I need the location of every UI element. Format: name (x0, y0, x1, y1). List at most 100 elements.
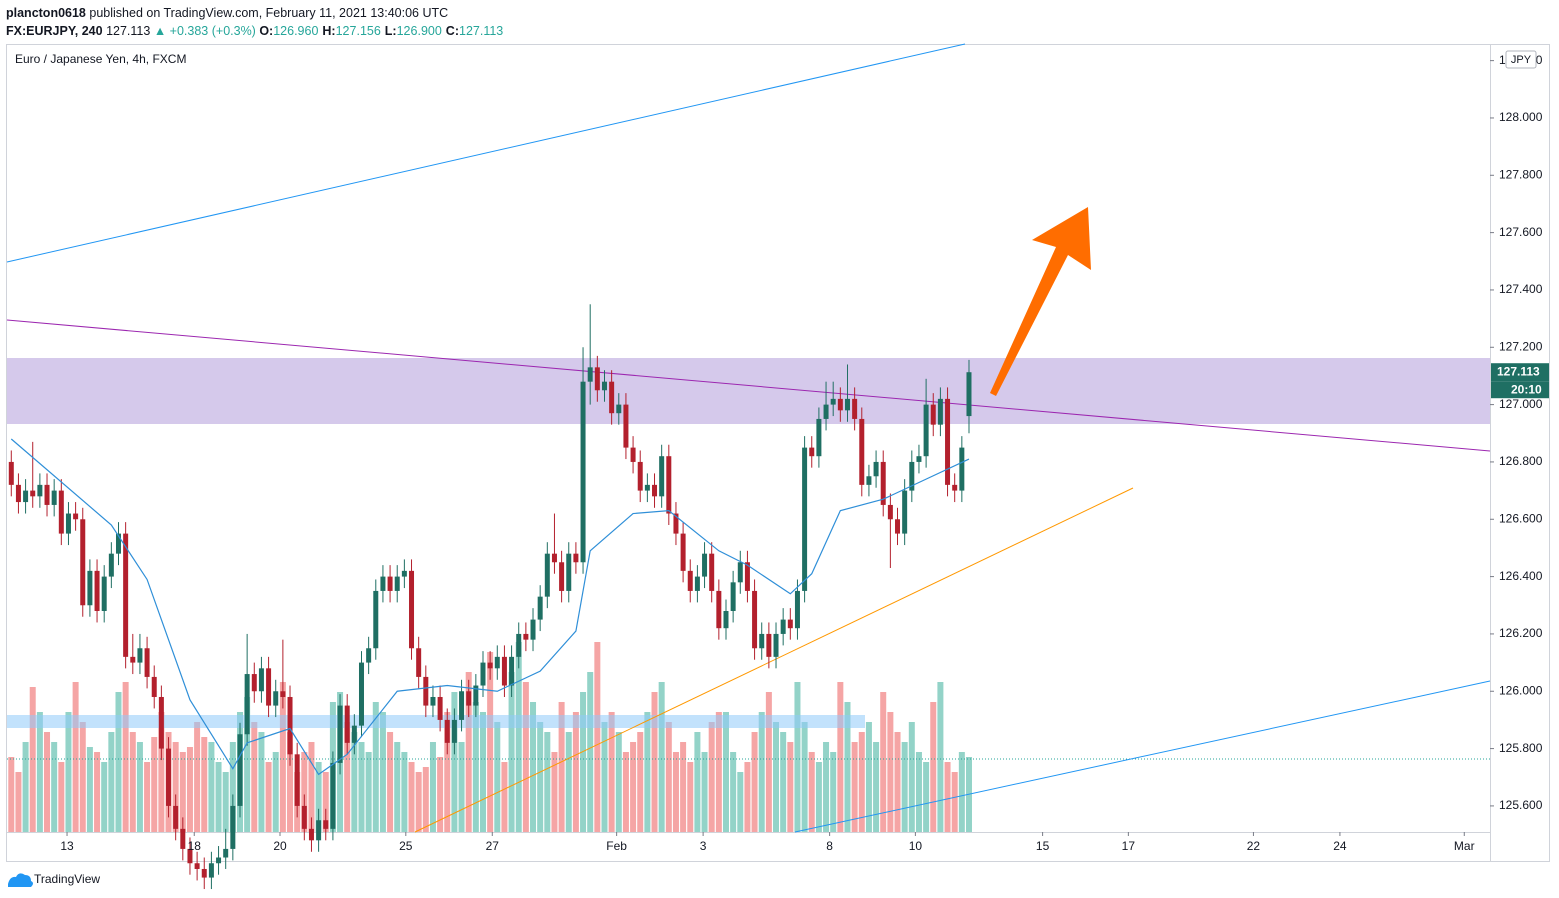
volume-bar (551, 752, 558, 832)
volume-bar (186, 747, 193, 832)
candle-body (802, 447, 808, 591)
publish-line: plancton0618 published on TradingView.co… (6, 4, 507, 22)
candle-body (87, 570, 93, 606)
ohlc-label: L: (384, 24, 397, 38)
candle-body (323, 820, 329, 829)
candle-body (780, 619, 786, 634)
volume-bar (122, 682, 129, 832)
x-tick-label: Feb (606, 839, 627, 853)
candle-body (208, 863, 214, 878)
volume-bar (494, 722, 501, 832)
candle-body (94, 570, 100, 611)
candle-body (344, 705, 350, 743)
x-tick-label: Mar (1454, 839, 1475, 853)
arrow (990, 207, 1091, 396)
candle-body (895, 519, 901, 534)
volume-bar (479, 712, 486, 832)
candle-body (787, 619, 793, 629)
candle-body (273, 691, 279, 706)
volume-bar (94, 752, 101, 832)
volume-bar (251, 722, 258, 832)
candle-body (523, 633, 529, 640)
volume-bar (615, 732, 622, 832)
x-tick-label: 3 (700, 839, 707, 853)
candle-body (287, 696, 293, 755)
change: +0.383 (+0.3%) (169, 24, 256, 38)
currency-badge (1505, 50, 1537, 69)
volume-bar (372, 702, 379, 832)
candle-body (609, 381, 615, 414)
candle-body (937, 398, 943, 425)
volume-bar (637, 732, 644, 832)
volume-bar (658, 682, 665, 832)
candle-body (437, 696, 443, 720)
candle-body (201, 868, 207, 878)
x-tick-label: 27 (486, 839, 500, 853)
y-tick-label: 126.200 (1499, 626, 1543, 640)
volume-bar (408, 762, 415, 832)
volume-bar (101, 762, 108, 832)
candle-body (466, 691, 472, 706)
candle-body (809, 447, 815, 457)
volume-bar (651, 692, 658, 832)
volume-bar (208, 742, 215, 832)
candle-body (816, 418, 822, 457)
candle-body (737, 562, 743, 583)
published: published on TradingView.com, February 1… (89, 6, 449, 20)
candle-body (566, 553, 572, 591)
candle-body (509, 656, 515, 686)
volume-bar (665, 722, 672, 832)
volume-bar (565, 732, 572, 832)
symbol: FX:EURJPY, 240 (6, 24, 103, 38)
volume-bar (365, 752, 372, 832)
candle-body (15, 484, 21, 503)
volume-bar (930, 702, 937, 832)
candle-body (151, 676, 157, 697)
candle-body (930, 404, 936, 425)
candle-body (80, 519, 86, 606)
volume-bar (429, 742, 436, 832)
volume-bar (608, 712, 615, 832)
y-tick-label: 125.800 (1499, 741, 1543, 755)
volume-bar (244, 697, 251, 832)
candle-body (373, 590, 379, 649)
ohlc-value: 127.156 (335, 24, 381, 38)
candle-body (494, 656, 500, 669)
candle-body (316, 820, 322, 841)
volume-bar (279, 682, 286, 832)
candle-body (687, 570, 693, 591)
candle-body (573, 553, 579, 563)
volume-bar (501, 762, 508, 832)
candle-body (244, 674, 250, 735)
volume-bar (351, 732, 358, 832)
candle-body (659, 456, 665, 497)
x-tick-label: 13 (60, 839, 74, 853)
candle-body (394, 576, 400, 591)
candle-body (401, 570, 407, 577)
volume-bar (530, 702, 537, 832)
candle-body (580, 381, 586, 563)
moving-average (10, 438, 970, 776)
volume-bar (851, 742, 858, 832)
y-tick-label: 127.000 (1499, 397, 1543, 411)
candle-body (330, 762, 336, 829)
resistance-zone (7, 358, 1490, 424)
volume-bar (301, 752, 308, 832)
volume-bar (287, 732, 294, 832)
countdown: 20:10 (1511, 382, 1542, 396)
candle-body (108, 553, 114, 577)
candle-body (137, 648, 143, 663)
volume-bar (722, 712, 729, 832)
candle-body (623, 404, 629, 448)
volume-bar (694, 732, 701, 832)
change-arrow: ▲ (153, 24, 167, 38)
candle-body (480, 662, 486, 686)
volume-bar (830, 752, 837, 832)
volume-bar (129, 732, 136, 832)
volume-bar (44, 732, 51, 832)
volume-bar (880, 692, 887, 832)
candle-body (166, 748, 172, 806)
candle-body (723, 610, 729, 629)
x-tick-label: 15 (1036, 839, 1050, 853)
